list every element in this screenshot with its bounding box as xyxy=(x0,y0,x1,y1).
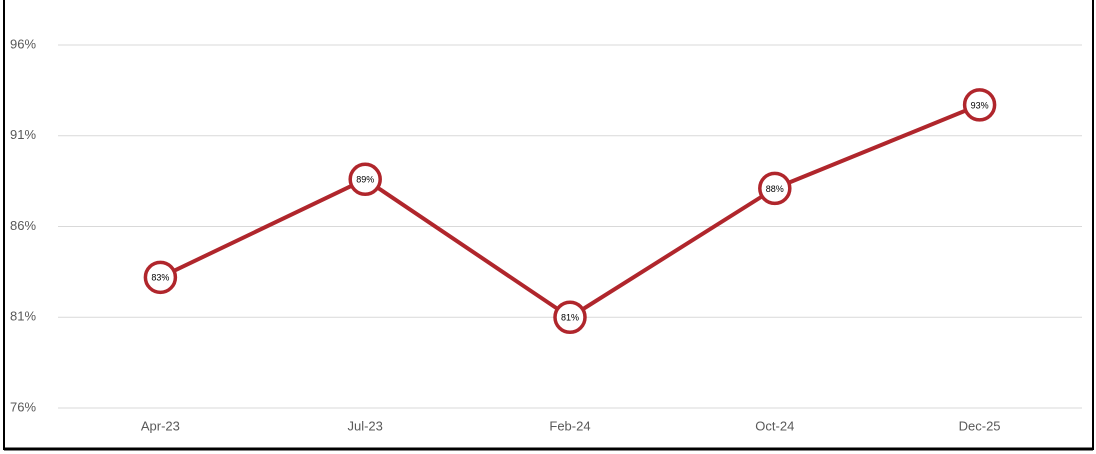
y-tick-label: 76% xyxy=(10,399,36,414)
marker xyxy=(348,162,382,197)
x-tick-label: Dec-25 xyxy=(959,418,1001,433)
data-label: 89% xyxy=(356,175,374,185)
x-tick-label: Feb-24 xyxy=(549,418,590,433)
data-label: 81% xyxy=(561,313,579,323)
line xyxy=(159,103,981,320)
marker xyxy=(553,300,587,334)
data-label: 93% xyxy=(971,100,989,110)
x-tick-label: Apr-23 xyxy=(141,418,180,433)
marker xyxy=(758,171,792,206)
y-tick-label: 81% xyxy=(10,309,36,324)
marker xyxy=(143,260,178,295)
x-tick-label: Oct-24 xyxy=(755,418,794,433)
y-tick-label: 91% xyxy=(10,127,36,142)
marker xyxy=(962,88,997,122)
data-label: 88% xyxy=(766,184,784,194)
y-tick-label: 86% xyxy=(10,218,36,233)
y-tick-label: 96% xyxy=(10,36,36,51)
x-tick-label: Jul-23 xyxy=(347,418,382,433)
data-label: 83% xyxy=(151,273,169,283)
